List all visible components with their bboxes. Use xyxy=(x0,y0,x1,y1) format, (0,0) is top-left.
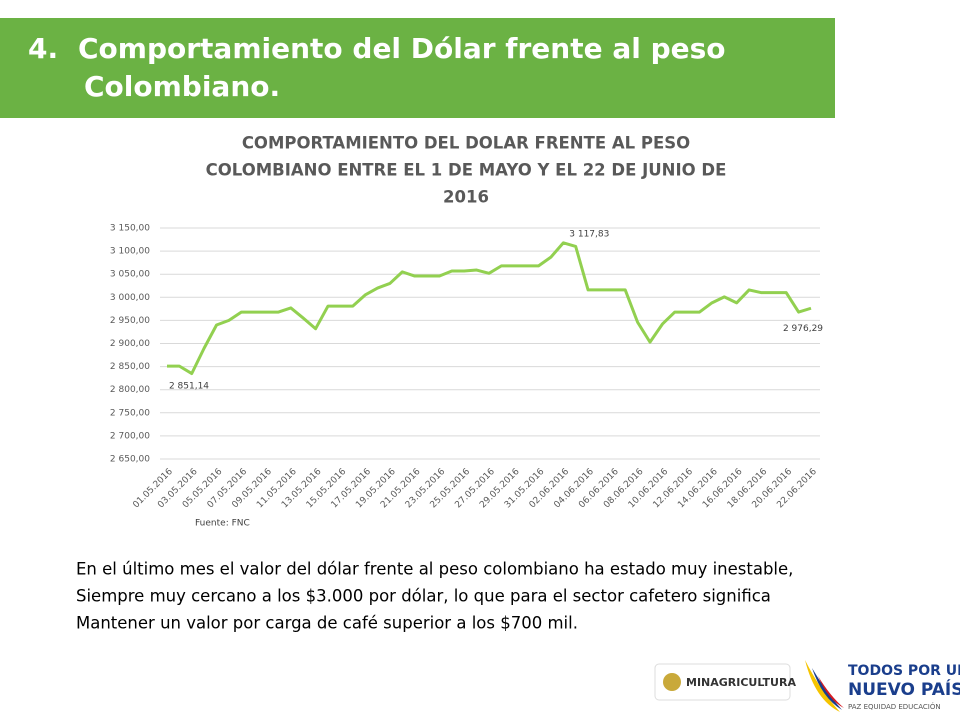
footer-logos: MINAGRICULTURA TODOS POR UN NUEVO PAÍS P… xyxy=(654,660,960,712)
y-tick-label: 2 850,00 xyxy=(110,362,150,372)
chart-title: COMPORTAMIENTO DEL DOLAR FRENTE AL PESO xyxy=(242,134,690,153)
y-tick-label: 3 150,00 xyxy=(110,224,150,234)
y-tick-label: 2 900,00 xyxy=(110,339,150,349)
header-line: Comportamiento del Dólar frente al peso xyxy=(78,32,726,65)
data-line xyxy=(166,241,812,376)
chart-title: COLOMBIANO ENTRE EL 1 DE MAYO Y EL 22 DE… xyxy=(206,161,727,180)
y-tick-label: 3 050,00 xyxy=(110,270,150,280)
y-tick-label: 2 750,00 xyxy=(110,408,150,418)
ministry-name: MINAGRICULTURA xyxy=(686,676,796,689)
body-line: Mantener un valor por carga de café supe… xyxy=(76,614,578,633)
y-tick-label: 2 950,00 xyxy=(110,316,150,326)
header-bar xyxy=(0,18,835,118)
slogan: NUEVO PAÍS xyxy=(848,678,960,700)
chart-title: 2016 xyxy=(443,188,489,207)
ministry-box xyxy=(654,663,791,701)
slogan: PAZ EQUIDAD EDUCACIÓN xyxy=(848,702,941,711)
data-label: 2 851,14 xyxy=(169,382,209,392)
source: Fuente: FNC xyxy=(195,519,250,529)
slogan: TODOS POR UN xyxy=(848,663,960,679)
header-number: 4. xyxy=(28,32,58,65)
y-tick-label: 2 700,00 xyxy=(110,431,150,441)
data-label: 3 117,83 xyxy=(569,229,609,239)
header-line: Colombiano. xyxy=(84,70,280,103)
y-tick-label: 3 000,00 xyxy=(110,293,150,303)
data-label: 2 976,29 xyxy=(783,324,823,334)
chart: COMPORTAMIENTO DEL DOLAR FRENTE AL PESO C… xyxy=(110,134,823,529)
body-line: Siempre muy cercano a los $3.000 por dól… xyxy=(76,587,771,606)
y-tick-label: 3 100,00 xyxy=(110,247,150,257)
y-tick-label: 2 650,00 xyxy=(110,455,150,465)
ministry-seal xyxy=(663,673,681,691)
y-tick-label: 2 800,00 xyxy=(110,385,150,395)
body-line: En el último mes el valor del dólar fren… xyxy=(76,560,793,579)
